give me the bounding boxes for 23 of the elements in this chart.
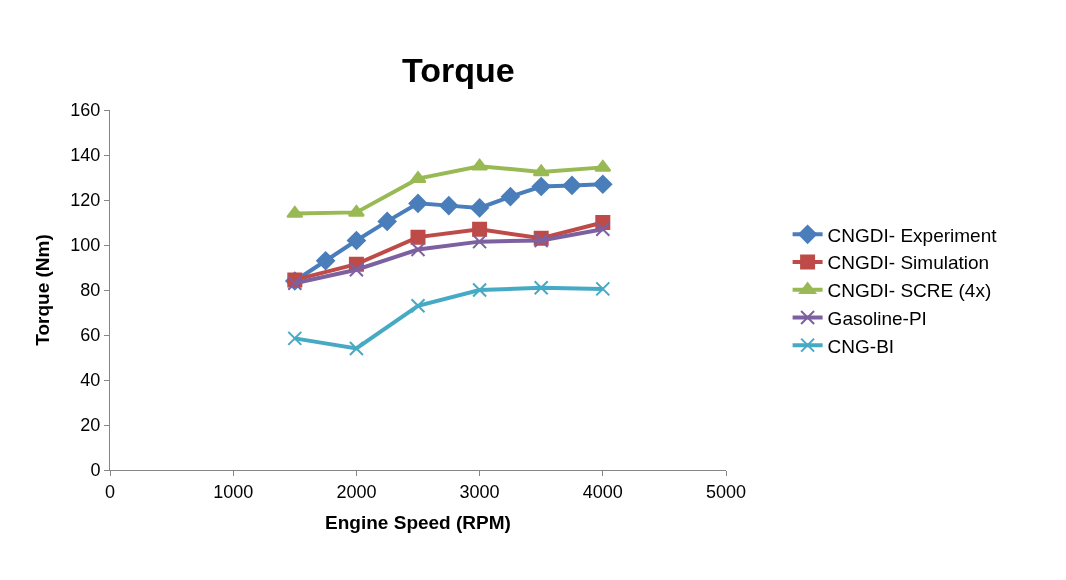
y-tick-label: 20 xyxy=(80,415,101,436)
y-tick-label: 0 xyxy=(90,460,101,481)
legend-label: CNGDI- SCRE (4x) xyxy=(827,280,992,302)
x-tick-label: 4000 xyxy=(582,481,623,502)
x-tick-label: 5000 xyxy=(705,481,747,502)
x-tick-label: 2000 xyxy=(336,481,377,502)
x-axis-title: Engine Speed (RPM) xyxy=(325,512,511,534)
y-tick-label: 140 xyxy=(70,145,101,166)
legend-label: CNGDI- Simulation xyxy=(827,252,990,274)
legend-label: CNG-BI xyxy=(827,335,895,357)
y-tick-label: 40 xyxy=(80,370,101,391)
x-tick-label: 3000 xyxy=(459,481,500,502)
x-tick-label: 0 xyxy=(104,481,116,502)
y-tick-label: 80 xyxy=(80,280,101,301)
chart-title: Torque xyxy=(402,50,515,89)
legend-label: Gasoline-PI xyxy=(827,307,927,329)
y-tick-label: 120 xyxy=(70,190,101,211)
y-tick-label: 60 xyxy=(80,325,101,346)
y-tick-label: 160 xyxy=(70,100,101,121)
y-axis-title: Torque (Nm) xyxy=(32,234,54,346)
y-tick-label: 100 xyxy=(70,235,101,256)
legend-label: CNGDI- Experiment xyxy=(827,224,998,246)
x-tick-label: 1000 xyxy=(213,481,254,502)
